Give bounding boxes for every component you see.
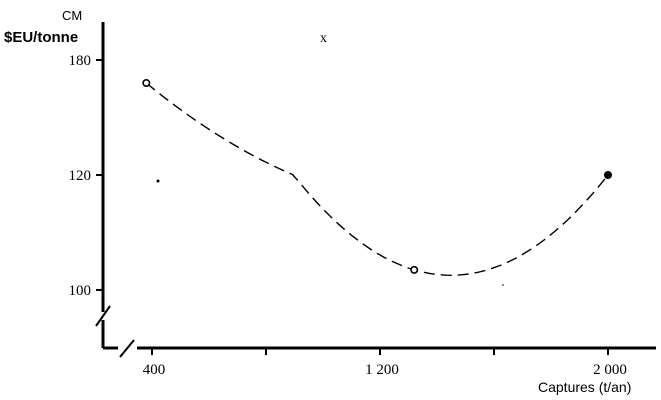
- x-axis-break: [119, 339, 135, 358]
- data-point: [410, 265, 419, 274]
- scan-speck: [502, 284, 504, 286]
- annotation-x-marker: x: [320, 31, 327, 46]
- scan-speck: [156, 179, 160, 183]
- data-points: [142, 79, 612, 274]
- x-axis-label: Captures (t/an): [538, 379, 631, 395]
- y-axis-label-top: CM: [62, 8, 82, 23]
- y-axis-label: $EU/tonne: [4, 29, 78, 46]
- data-point: [142, 79, 151, 88]
- data-point: [603, 171, 612, 180]
- x-tick-label: 400: [143, 362, 166, 378]
- x-tick-label: 2 000: [593, 362, 627, 378]
- y-tick-label: 120: [69, 168, 92, 184]
- y-tick-label: 180: [69, 53, 92, 69]
- x-tick-label: 1 200: [365, 362, 399, 378]
- y-ticks: 100 120 180: [69, 53, 103, 299]
- y-axis-break: [95, 305, 111, 327]
- x-ticks: 400 1 200 2 000: [143, 348, 627, 378]
- y-tick-label: 100: [69, 283, 92, 299]
- trend-curve: [145, 82, 609, 277]
